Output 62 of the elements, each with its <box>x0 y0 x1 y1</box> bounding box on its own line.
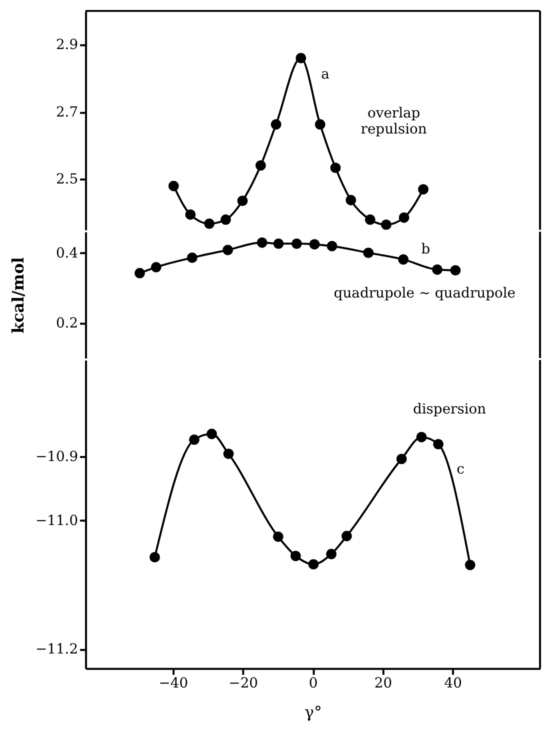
point <box>150 552 160 562</box>
point <box>189 434 200 445</box>
y-tick-label: −11.0 <box>35 513 78 530</box>
x-tick-label: −40 <box>158 676 188 692</box>
point <box>134 268 145 278</box>
y-tick-label: −11.2 <box>35 642 78 658</box>
point <box>308 559 319 570</box>
y-tick-label: 2.9 <box>56 37 78 54</box>
point <box>186 252 198 263</box>
point <box>341 530 352 542</box>
point <box>314 119 326 130</box>
x-tick-label: 20 <box>374 676 392 692</box>
annotation: overlap repulsion <box>360 105 427 138</box>
point <box>296 52 306 64</box>
y-tick-label: −10.9 <box>35 448 78 465</box>
point <box>168 180 179 192</box>
y-tick-label: 2.5 <box>56 172 78 188</box>
point <box>272 531 284 542</box>
annotation: a <box>321 66 330 83</box>
point <box>309 239 320 250</box>
point <box>220 214 231 225</box>
annotation: dispersion <box>412 402 486 418</box>
point <box>418 184 428 195</box>
x-axis-title: γ° <box>304 702 322 722</box>
point <box>432 264 442 275</box>
point <box>450 265 461 276</box>
y-axis-title: kcal/mol <box>8 257 28 334</box>
point <box>330 162 341 174</box>
point <box>185 209 196 220</box>
point <box>326 548 337 560</box>
annotation: c <box>456 461 465 478</box>
point <box>222 244 234 256</box>
point <box>255 160 266 171</box>
point <box>464 560 476 570</box>
point <box>291 238 302 249</box>
point <box>398 212 410 223</box>
point <box>364 214 376 225</box>
point <box>326 240 338 252</box>
annotation: quadrupole ∼ quadrupole <box>334 285 516 302</box>
point <box>396 454 407 464</box>
point <box>150 262 162 272</box>
point <box>380 219 392 230</box>
point <box>256 237 268 248</box>
point <box>398 254 409 265</box>
y-tick-label: 0.4 <box>56 245 78 262</box>
point <box>204 218 215 229</box>
point <box>223 448 234 460</box>
point <box>237 196 248 206</box>
x-tick-label: −20 <box>228 676 258 692</box>
point <box>416 432 427 442</box>
x-tick-label: 40 <box>444 676 462 692</box>
x-tick-label: 0 <box>308 676 318 692</box>
point <box>206 428 217 440</box>
point <box>270 119 282 130</box>
point <box>433 438 444 450</box>
point <box>363 248 374 258</box>
annotation: b <box>421 242 430 258</box>
point <box>273 238 284 249</box>
point <box>290 550 301 562</box>
y-tick-label: 0.2 <box>56 315 78 332</box>
point <box>346 194 356 206</box>
y-tick-label: 2.7 <box>56 104 78 120</box>
